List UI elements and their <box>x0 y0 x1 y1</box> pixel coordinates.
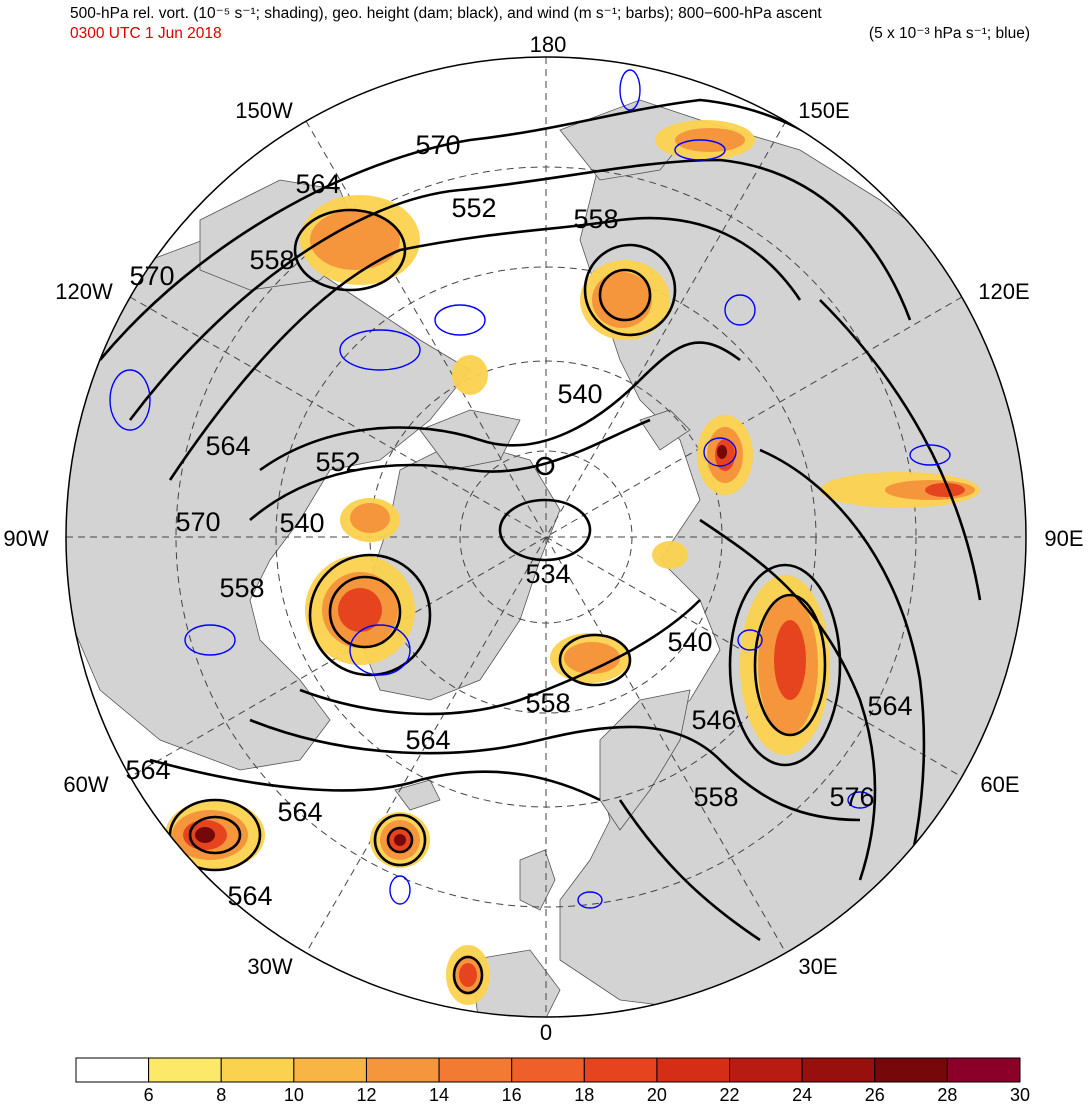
colorbar-swatch <box>293 1057 367 1083</box>
colorbar-swatch <box>148 1057 222 1083</box>
lon-label-180: 180 <box>530 32 567 57</box>
colorbar-swatch <box>365 1057 440 1083</box>
contour-label: 558 <box>219 573 264 603</box>
contour-label: 564 <box>277 797 322 827</box>
colorbar-swatch <box>583 1057 658 1083</box>
contour-label: 564 <box>295 169 340 199</box>
colorbar-tick-label: 28 <box>937 1085 957 1105</box>
colorbar-tick-label: 22 <box>720 1085 740 1105</box>
colorbar-tick-label: 8 <box>216 1085 226 1105</box>
contour-label: 540 <box>279 508 324 538</box>
colorbar-swatch <box>874 1057 948 1083</box>
contour-label: 546 <box>691 705 736 735</box>
contour-label: 540 <box>667 627 712 657</box>
figure-header-left: 500-hPa rel. vort. (10⁻⁵ s⁻¹; shading), … <box>70 4 822 44</box>
map-border <box>65 56 1027 1018</box>
contour-label: 564 <box>867 691 912 721</box>
colorbar-tick-label: 30 <box>1010 1085 1030 1105</box>
contour-label: 558 <box>693 782 738 812</box>
colorbar-swatch <box>729 1057 803 1083</box>
ascent-contours <box>109 69 951 909</box>
contour-label: 564 <box>125 755 170 785</box>
figure-header-right: . (5 x 10⁻³ hPa s⁻¹; blue) <box>869 4 1030 44</box>
colorbar-swatch <box>75 1057 150 1083</box>
colorbar: 6 8 10 12 14 16 18 20 22 24 26 28 30 <box>75 1057 1030 1105</box>
lon-label-30e: 30E <box>798 954 837 979</box>
lon-label-150e: 150E <box>798 98 849 123</box>
contour-label: 564 <box>405 725 450 755</box>
lon-label-120e: 120E <box>978 279 1029 304</box>
lon-label-120w: 120W <box>55 279 113 304</box>
contour-label: 558 <box>249 245 294 275</box>
contour-label: 570 <box>175 507 220 537</box>
contour-label: 576 <box>829 782 874 812</box>
lon-label-30w: 30W <box>247 954 292 979</box>
graticule <box>66 57 1026 1017</box>
colorbar-tick-label: 16 <box>502 1085 522 1105</box>
colorbar-tick-label: 18 <box>574 1085 594 1105</box>
colorbar-swatch <box>438 1057 513 1083</box>
contour-label: 564 <box>227 881 272 911</box>
colorbar-tick-label: 10 <box>284 1085 304 1105</box>
colorbar-swatch <box>220 1057 295 1083</box>
lon-label-60w: 60W <box>63 772 108 797</box>
contour-label: 570 <box>415 130 460 160</box>
lon-label-90w: 90W <box>3 526 48 551</box>
colorbar-tick-label: 6 <box>144 1085 154 1105</box>
lon-label-60e: 60E <box>980 772 1019 797</box>
contour-label: 552 <box>315 447 360 477</box>
figure-title: 500-hPa rel. vort. (10⁻⁵ s⁻¹; shading), … <box>70 5 822 22</box>
lon-label-0: 0 <box>540 1020 552 1045</box>
valid-time: 0300 UTC 1 Jun 2018 <box>70 25 222 42</box>
contour-label: 552 <box>451 193 496 223</box>
colorbar-tick-label: 20 <box>647 1085 667 1105</box>
colorbar-tick-label: 24 <box>792 1085 812 1105</box>
colorbar-swatch <box>801 1057 876 1083</box>
colorbar-swatch <box>656 1057 731 1083</box>
contour-label: 534 <box>525 559 570 589</box>
contour-label: 558 <box>525 688 570 718</box>
contour-labels: 570 564 552 558 570 558 564 552 540 570 … <box>125 130 912 911</box>
colorbar-tick-label: 26 <box>865 1085 885 1105</box>
colorbar-swatch <box>946 1057 1021 1083</box>
contour-label: 564 <box>205 431 250 461</box>
contour-label: 570 <box>129 261 174 291</box>
colorbar-swatch <box>511 1057 585 1083</box>
lon-label-90e: 90E <box>1044 526 1083 551</box>
figure-subtitle: (5 x 10⁻³ hPa s⁻¹; blue) <box>868 25 1030 42</box>
colorbar-tick-label: 14 <box>429 1085 449 1105</box>
lon-labels: 180 150E 120E 90E 60E 30E 0 30W 60W 90W … <box>3 32 1083 1045</box>
contour-label: 540 <box>557 379 602 409</box>
colorbar-tick-label: 12 <box>356 1085 376 1105</box>
lon-label-150w: 150W <box>235 98 293 123</box>
contour-label: 558 <box>573 204 618 234</box>
